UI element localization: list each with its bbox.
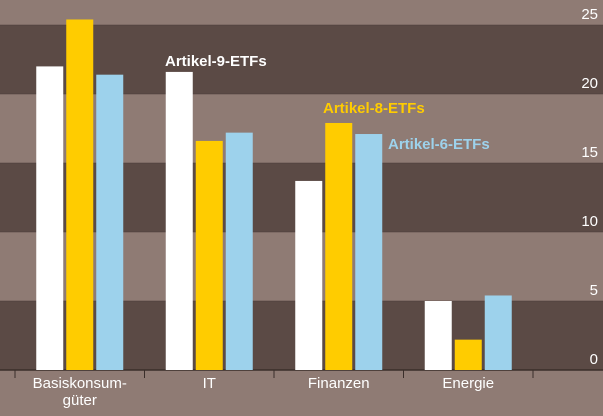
y-tick-label: 15 (581, 144, 598, 161)
x-tick-label: Energie (442, 375, 495, 392)
legend-label: Artikel-6-ETFs (388, 136, 490, 153)
legend-label: Artikel-9-ETFs (165, 53, 267, 70)
y-tick-label: 25 (581, 6, 598, 23)
bar (355, 134, 383, 370)
bar (36, 66, 64, 371)
bar (295, 180, 323, 370)
x-tick-label: IT (202, 375, 216, 392)
bar (424, 301, 452, 370)
legend-label: Artikel-8-ETFs (323, 100, 425, 117)
bar (454, 339, 482, 370)
bar (96, 74, 124, 371)
bar (165, 71, 193, 371)
bar (66, 19, 94, 370)
bar (325, 122, 353, 370)
y-tick-label: 5 (590, 282, 598, 299)
y-tick-label: 0 (590, 351, 598, 368)
bar (225, 132, 253, 370)
x-tick-label: Basiskonsum- güter (32, 375, 127, 409)
y-tick-label: 10 (581, 213, 598, 230)
x-tick-label: Finanzen (307, 375, 370, 392)
bar (195, 140, 223, 370)
y-tick-label: 20 (581, 75, 598, 92)
bar (484, 295, 512, 370)
